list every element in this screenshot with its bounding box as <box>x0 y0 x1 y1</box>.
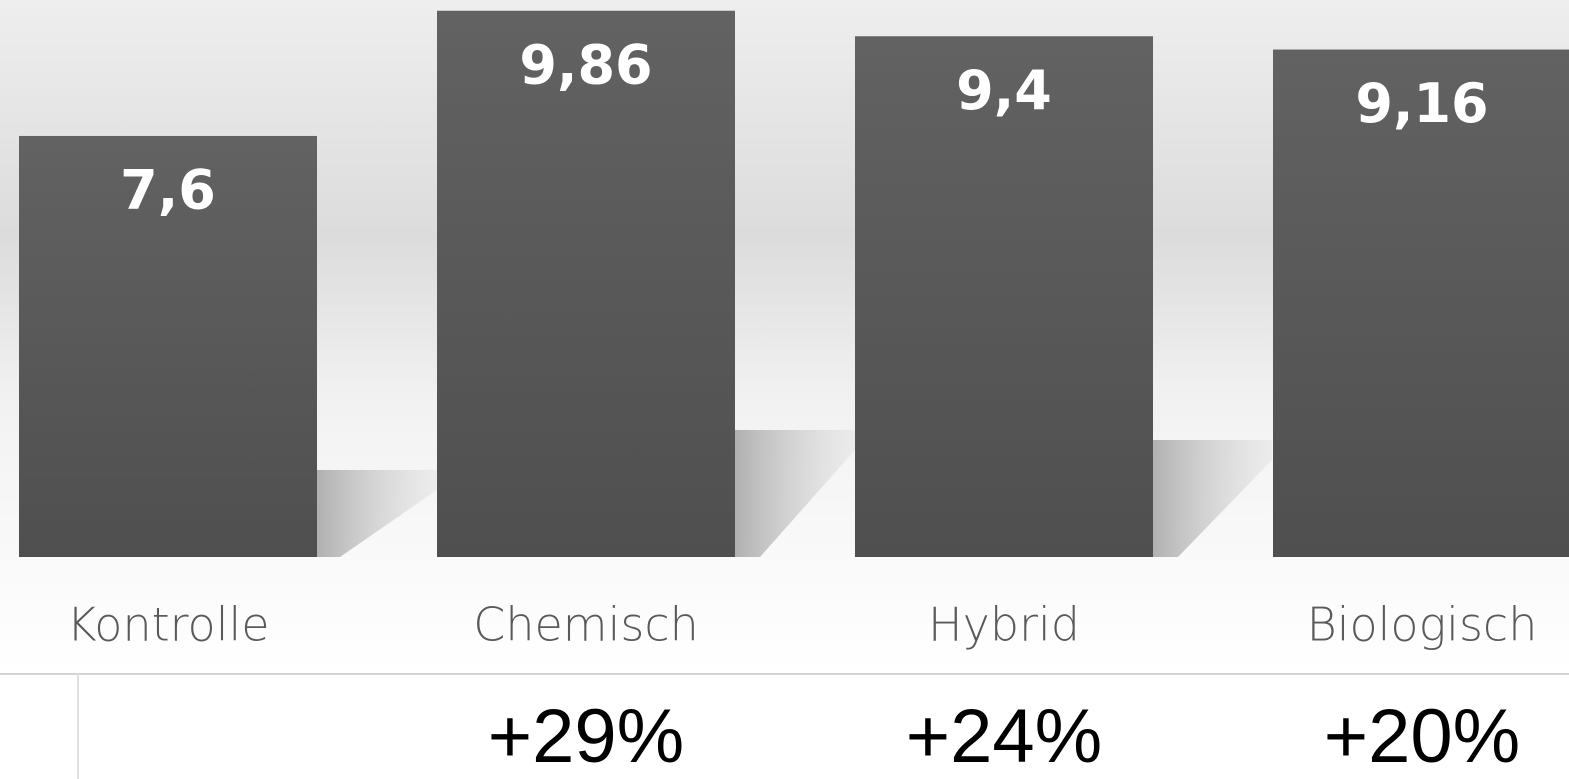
shadow <box>735 430 855 557</box>
x-tick-label: Biologisch <box>1307 598 1538 652</box>
bar <box>1273 49 1569 557</box>
x-tick-label: Chemisch <box>473 598 699 652</box>
annotation: +20% <box>1324 694 1521 779</box>
x-tick-label: Kontrolle <box>66 598 269 652</box>
value-label: 9,16 <box>1355 72 1488 135</box>
value-label: 9,86 <box>519 33 652 96</box>
value-label: 9,4 <box>956 59 1052 122</box>
shadow <box>1152 440 1272 557</box>
annotation: +24% <box>906 694 1103 779</box>
bar <box>19 135 317 557</box>
footer-background <box>0 674 1569 779</box>
annotation: +29% <box>488 694 685 779</box>
bar <box>437 10 735 558</box>
bar <box>855 36 1153 558</box>
value-label: 7,6 <box>120 159 216 222</box>
x-tick-label: Hybrid <box>928 598 1080 652</box>
shadow <box>317 470 437 557</box>
